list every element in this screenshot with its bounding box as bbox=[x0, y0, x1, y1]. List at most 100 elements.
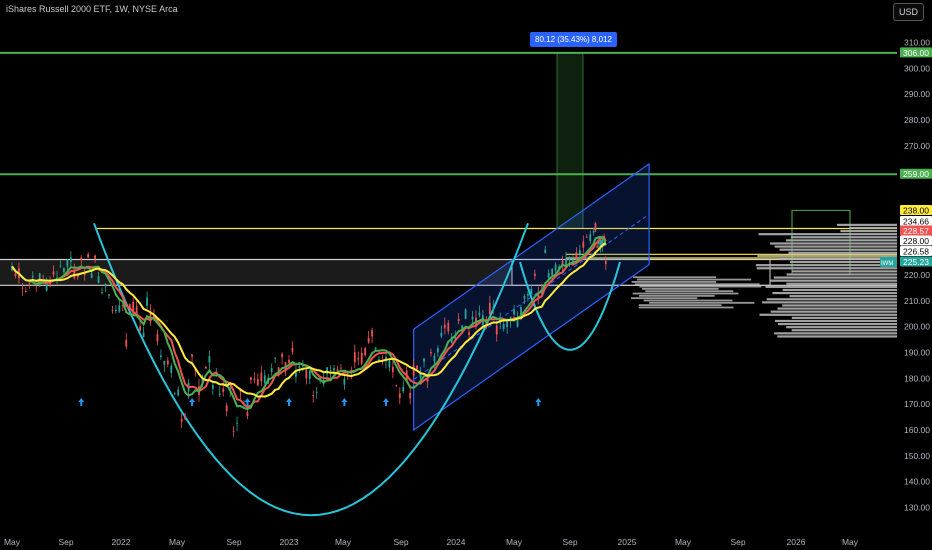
candle-body bbox=[94, 255, 96, 259]
volume-bar bbox=[791, 316, 897, 319]
candle-body bbox=[80, 257, 83, 261]
candle-body bbox=[111, 309, 114, 311]
candle-body bbox=[288, 359, 290, 363]
candle-body bbox=[391, 366, 394, 373]
candle-body bbox=[329, 370, 332, 372]
price-label: 234.66 bbox=[903, 217, 929, 227]
candle-body bbox=[87, 253, 90, 258]
candle-body bbox=[205, 366, 207, 369]
volume-bar bbox=[632, 292, 739, 295]
candle-body bbox=[457, 318, 460, 322]
candle-body bbox=[28, 282, 31, 284]
volume-bar bbox=[643, 299, 733, 302]
candle-body bbox=[222, 388, 225, 392]
candle-body bbox=[24, 291, 27, 292]
candle-body bbox=[250, 377, 252, 380]
candle-body bbox=[360, 352, 363, 364]
candle-body bbox=[218, 393, 221, 395]
candle-body bbox=[350, 372, 353, 374]
y-tick-label: 220.00 bbox=[904, 270, 930, 280]
volume-bar bbox=[786, 239, 897, 242]
candle-body bbox=[135, 306, 138, 316]
y-tick-label: 310.00 bbox=[904, 38, 930, 48]
candle-body bbox=[114, 309, 117, 312]
price-label-box bbox=[900, 235, 932, 246]
volume-bar bbox=[849, 226, 897, 230]
x-tick-label: Sep bbox=[730, 537, 745, 547]
candle-body bbox=[533, 273, 536, 277]
candle-body bbox=[419, 373, 422, 378]
candle-body bbox=[263, 375, 266, 384]
y-tick-label: 290.00 bbox=[904, 89, 930, 99]
candle-body bbox=[364, 348, 367, 356]
y-tick-label: 180.00 bbox=[904, 373, 930, 383]
candle-body bbox=[139, 326, 142, 331]
candle-body bbox=[73, 269, 76, 279]
candle-body bbox=[104, 283, 107, 287]
candle-body bbox=[409, 393, 412, 399]
candle-body bbox=[166, 360, 169, 365]
price-label: 226.58 bbox=[903, 247, 929, 257]
measure-box bbox=[556, 52, 584, 229]
candle-body bbox=[520, 306, 522, 316]
candle-body bbox=[412, 365, 415, 376]
candle-body bbox=[402, 387, 405, 392]
candle-body bbox=[357, 357, 360, 360]
price-label: 225.23 bbox=[903, 257, 929, 267]
candle-body bbox=[374, 347, 377, 350]
chart-title: iShares Russell 2000 ETF, 1W, NYSE Arca bbox=[6, 4, 178, 14]
measure-label: 80.12 (35.43%) 8,012 bbox=[530, 32, 617, 47]
currency-button[interactable]: USD bbox=[892, 3, 924, 21]
price-label-box bbox=[900, 205, 932, 215]
candle-body bbox=[295, 370, 297, 377]
candle-body bbox=[97, 276, 100, 283]
candle-body bbox=[118, 305, 121, 312]
time-axis[interactable]: May Sep 2022 May Sep 2023 May Sep 2024 May Sep 2025… bbox=[4, 537, 859, 547]
volume-bar bbox=[642, 287, 719, 290]
candle-body bbox=[371, 330, 373, 337]
candle-body bbox=[159, 355, 162, 358]
volume-bar bbox=[782, 288, 897, 292]
price-label-box bbox=[900, 256, 932, 267]
volume-bar bbox=[786, 282, 897, 285]
price-label: 259.00 bbox=[903, 169, 929, 179]
candle-body bbox=[582, 241, 585, 248]
price-axis[interactable]: 130.00 140.00 150.00 160.00 170.00 180.00 190.… bbox=[880, 38, 932, 513]
candle-body bbox=[596, 246, 599, 248]
y-tick-label: 160.00 bbox=[904, 425, 930, 435]
moving-averages bbox=[11, 235, 607, 410]
buy-signal-arrows bbox=[78, 398, 542, 406]
up-arrow-marker bbox=[341, 398, 348, 406]
candle-body bbox=[170, 365, 173, 373]
symbol-tag: IWM bbox=[881, 261, 893, 267]
candle-body bbox=[260, 372, 263, 382]
candle-body bbox=[225, 405, 228, 412]
price-label: 228.00 bbox=[903, 236, 929, 246]
price-label-box bbox=[900, 168, 932, 179]
volume-bar bbox=[777, 257, 897, 261]
candle-body bbox=[447, 322, 450, 332]
volume-bar bbox=[774, 245, 897, 248]
price-label-box bbox=[900, 47, 932, 58]
x-tick-label: May bbox=[335, 537, 352, 547]
candle-body bbox=[537, 293, 540, 298]
x-tick-label: Sep bbox=[226, 537, 241, 547]
candle-body bbox=[565, 259, 567, 266]
volume-bar bbox=[775, 319, 897, 323]
y-tick-label: 170.00 bbox=[904, 399, 930, 409]
candle-body bbox=[63, 268, 65, 273]
candle-body bbox=[308, 370, 311, 379]
candle-body bbox=[108, 294, 110, 296]
symbol-tag-box bbox=[880, 257, 897, 267]
candle-body bbox=[142, 332, 145, 338]
y-tick-label: 270.00 bbox=[904, 141, 930, 151]
candle-body bbox=[471, 316, 474, 320]
candle-body bbox=[38, 273, 41, 285]
volume-bar bbox=[757, 254, 897, 257]
x-tick-label: May bbox=[675, 537, 692, 547]
volume-bar bbox=[759, 313, 897, 316]
candle-body bbox=[575, 252, 578, 261]
volume-bar bbox=[779, 248, 897, 251]
candle-body bbox=[353, 352, 356, 363]
